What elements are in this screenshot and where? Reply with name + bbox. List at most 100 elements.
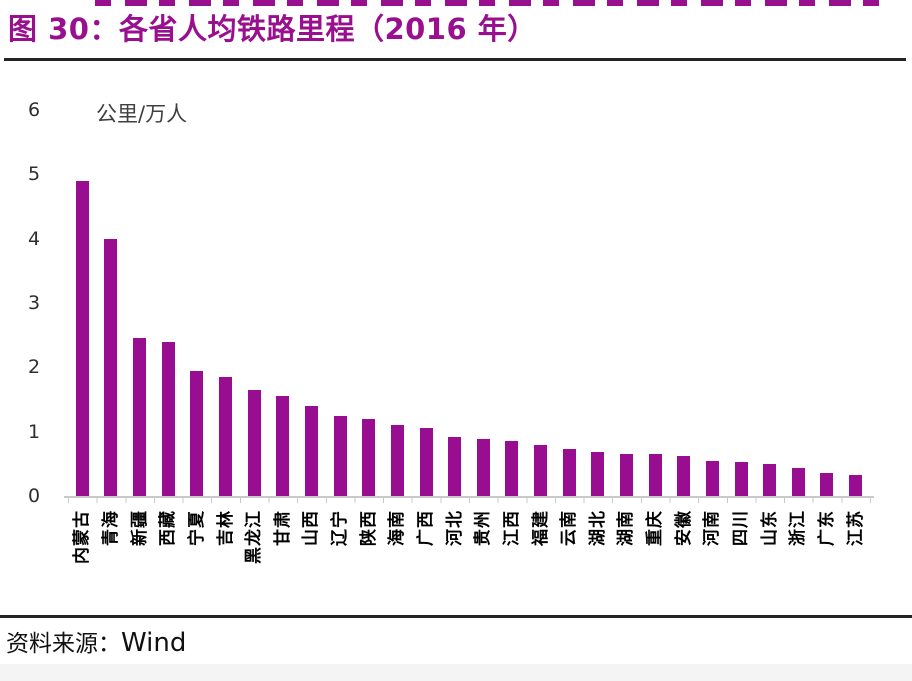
bar-cell: [412, 110, 441, 496]
bar-cell: [584, 110, 613, 496]
bar-cell: [813, 110, 842, 496]
x-tick: 湖南: [612, 510, 641, 612]
bar: [133, 338, 147, 496]
bar: [419, 428, 433, 496]
bar-cell: [440, 110, 469, 496]
x-tick: 内蒙古: [68, 510, 97, 612]
y-tick-label: 4: [27, 227, 41, 250]
x-tick: 浙江: [784, 510, 813, 612]
bar-cell: [555, 110, 584, 496]
x-tick-label: 江西: [501, 510, 522, 546]
x-tick-label: 广西: [416, 510, 436, 546]
x-tick-label: 福建: [530, 510, 551, 546]
bar: [476, 439, 490, 496]
bar: [190, 370, 204, 496]
bar-cell: [297, 110, 326, 496]
bar-cell: [326, 110, 355, 496]
y-tick-label: 3: [27, 292, 41, 314]
bar: [677, 456, 691, 496]
bar: [276, 396, 290, 496]
x-tick: 河南: [698, 510, 727, 612]
bar-chart: 公里/万人 0 1 2 3 4 5 6 内蒙古 青海 新疆 西藏 宁夏 吉林 黑龙江 甘肃 山西 辽宁 陕西 海南…: [0, 70, 912, 616]
bar: [705, 460, 719, 496]
title-divider: [4, 58, 906, 61]
x-tick: 甘肃: [268, 510, 297, 612]
bar: [562, 449, 576, 496]
bar: [304, 405, 318, 496]
bar: [104, 238, 118, 496]
x-tick-label: 内蒙古: [72, 510, 93, 564]
bar-cell: [469, 110, 498, 496]
x-tick-label: 重庆: [645, 510, 666, 546]
x-tick-label: 西藏: [158, 510, 179, 546]
x-tick-label: 陕西: [358, 510, 379, 546]
bar-cell: [727, 110, 756, 496]
figure-title: 图 30：各省人均铁路里程（2016 年）: [8, 12, 537, 46]
bar-cell: [498, 110, 527, 496]
x-tick: 山西: [297, 510, 326, 612]
cropped-text-artifact: [95, 0, 882, 6]
x-tick-label: 贵州: [473, 510, 494, 546]
x-tick-label: 新疆: [129, 510, 150, 546]
bar: [75, 180, 89, 496]
source-label: 资料来源：: [6, 631, 121, 657]
source-line: 资料来源：Wind: [6, 624, 186, 658]
x-axis-labels: 内蒙古 青海 新疆 西藏 宁夏 吉林 黑龙江 甘肃 山西 辽宁 陕西 海南 广西 河北 贵州 江西 福建 云南 湖北…: [68, 510, 870, 612]
bar-cell: [612, 110, 641, 496]
bar-cell: [698, 110, 727, 496]
bar: [849, 474, 863, 496]
x-tick-label: 湖南: [616, 510, 637, 546]
source-name: Wind: [121, 628, 187, 658]
x-tick-label: 湖北: [587, 510, 608, 546]
bar-cell: [841, 110, 870, 496]
bar-cell: [154, 110, 183, 496]
x-tick: 四川: [727, 510, 756, 612]
x-tick-label: 宁夏: [186, 510, 207, 546]
x-tick-label: 四川: [731, 510, 752, 546]
x-tick: 宁夏: [183, 510, 212, 612]
x-tick-label: 河南: [702, 510, 723, 546]
bar-cell: [68, 110, 97, 496]
x-axis-ticks: [68, 498, 871, 503]
bar-cell: [383, 110, 412, 496]
bar-cell: [240, 110, 269, 496]
bar: [734, 461, 748, 496]
bar: [390, 425, 404, 496]
x-tick-label: 山西: [301, 510, 322, 546]
x-tick: 贵州: [469, 510, 498, 612]
x-tick: 黑龙江: [240, 510, 269, 612]
bar: [505, 441, 519, 496]
x-tick-label: 青海: [100, 510, 121, 546]
x-tick-label: 江苏: [845, 510, 866, 546]
y-tick-label: 5: [27, 163, 41, 186]
y-tick-label: 0: [27, 485, 41, 507]
x-tick: 西藏: [154, 510, 183, 612]
x-tick: 山东: [755, 510, 784, 612]
bar: [820, 472, 834, 496]
x-tick: 重庆: [641, 510, 670, 612]
x-tick-label: 吉林: [215, 510, 236, 546]
x-tick-label: 黑龙江: [244, 510, 265, 564]
x-tick-label: 甘肃: [272, 510, 293, 546]
bar: [619, 453, 633, 496]
bar-cell: [669, 110, 698, 496]
y-tick-label: 1: [27, 420, 41, 443]
x-tick-label: 山东: [759, 510, 780, 546]
bar-cell: [755, 110, 784, 496]
y-tick-label: 6: [27, 99, 41, 121]
x-tick-label: 浙江: [788, 510, 809, 546]
y-axis: 0 1 2 3 4 5 6: [0, 99, 52, 507]
x-tick: 辽宁: [326, 510, 355, 612]
bar: [648, 454, 662, 496]
bar-cell: [641, 110, 670, 496]
x-tick-label: 辽宁: [330, 510, 351, 546]
bar: [763, 463, 777, 496]
bar: [791, 468, 805, 496]
bar: [448, 436, 462, 496]
y-axis-unit-label: 公里/万人: [96, 102, 188, 126]
bar-cell: [526, 110, 555, 496]
bar-cell: [183, 110, 212, 496]
bar-cell: [125, 110, 154, 496]
x-axis-line: [64, 496, 874, 498]
x-tick: 河北: [440, 510, 469, 612]
